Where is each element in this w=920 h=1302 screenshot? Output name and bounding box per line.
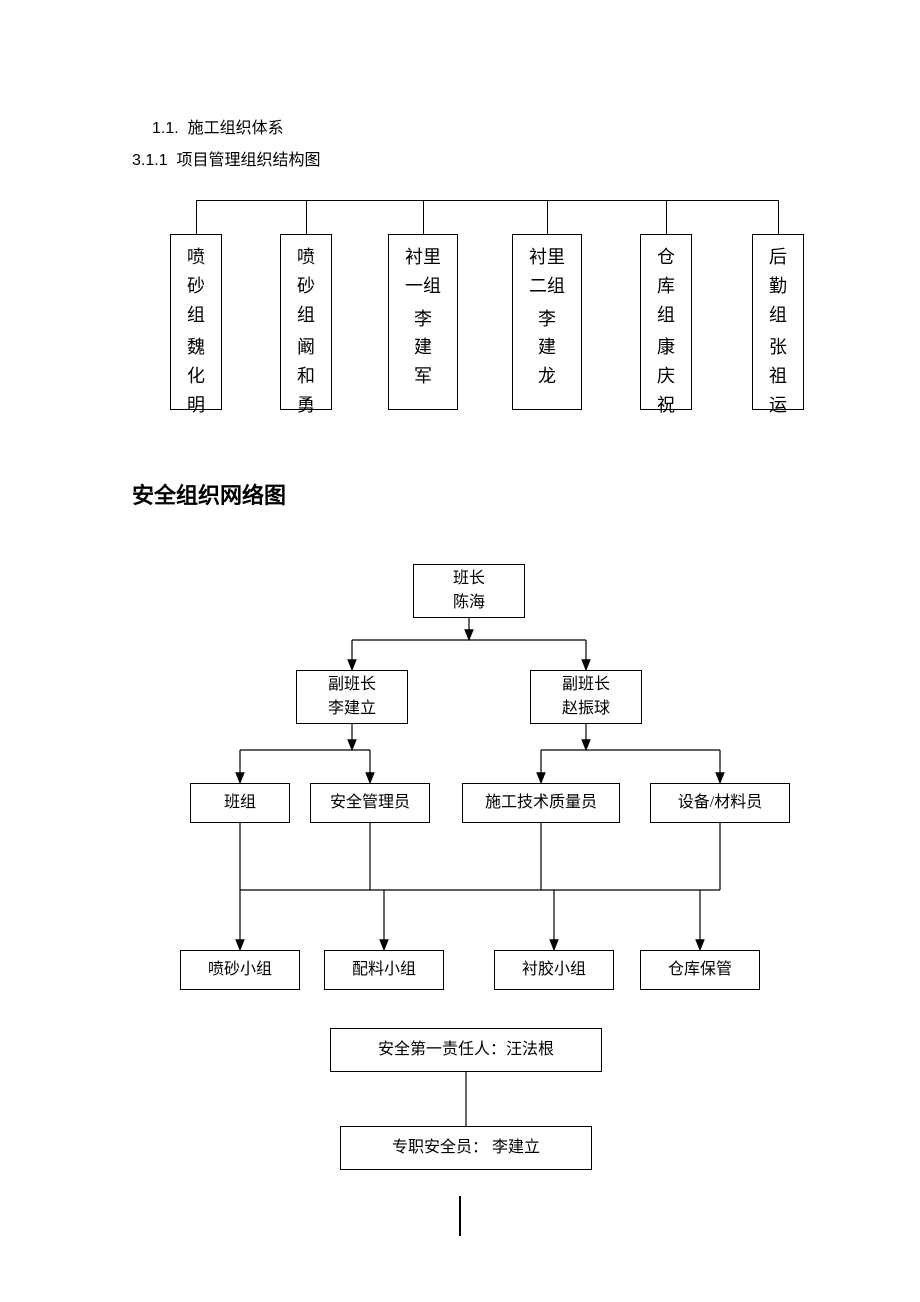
- safety-node-r3d: 设备/材料员: [650, 783, 790, 823]
- safety-node-r4a: 喷砂小组: [180, 950, 300, 990]
- heading-3-1-1: 3.1.1 项目管理组织结构图: [132, 146, 321, 170]
- safety-node-r3b: 安全管理员: [310, 783, 430, 823]
- safety-node-r3a: 班组: [190, 783, 290, 823]
- h1-text: 施工组织体系: [188, 120, 284, 137]
- safety-node-dep2: 副班长赵振球: [530, 670, 642, 724]
- org-box-2: 衬里一组李建军: [388, 234, 458, 410]
- safety-node-officer: 专职安全员： 李建立: [340, 1126, 592, 1170]
- safety-node-dep1: 副班长李建立: [296, 670, 408, 724]
- page-footer-bar: [459, 1196, 461, 1236]
- org-box-5: 后勤组张祖运: [752, 234, 804, 410]
- safety-node-r3c: 施工技术质量员: [462, 783, 620, 823]
- safety-node-r4b: 配料小组: [324, 950, 444, 990]
- org-box-0: 喷砂组魏化明: [170, 234, 222, 410]
- safety-chart-connectors: [0, 0, 920, 1302]
- safety-node-r4d: 仓库保管: [640, 950, 760, 990]
- h2-text: 项目管理组织结构图: [176, 152, 320, 169]
- h2-number: 3.1.1: [132, 152, 168, 169]
- org-box-1: 喷砂组阚和勇: [280, 234, 332, 410]
- org-box-3: 衬里二组李建龙: [512, 234, 582, 410]
- section-title-safety: 安全组织网络图: [132, 478, 286, 510]
- h1-number: 1.1.: [152, 120, 179, 137]
- org-box-4: 仓库组康庆祝: [640, 234, 692, 410]
- heading-1-1: 1.1. 施工组织体系: [152, 114, 284, 138]
- safety-node-resp: 安全第一责任人：汪法根: [330, 1028, 602, 1072]
- safety-node-leader: 班长陈海: [413, 564, 525, 618]
- safety-node-r4c: 衬胶小组: [494, 950, 614, 990]
